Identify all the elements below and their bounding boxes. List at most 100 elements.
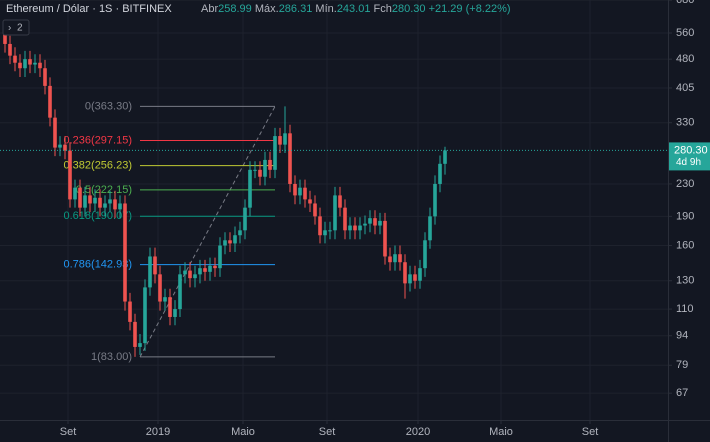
- ohlc-label: Máx.: [255, 3, 279, 15]
- candle-body: [228, 240, 232, 244]
- candle-body: [248, 169, 252, 208]
- y-tick-label: 94: [676, 330, 688, 342]
- candle-body: [193, 274, 197, 279]
- y-tick-label: 110: [676, 303, 694, 315]
- candle-body: [113, 199, 117, 210]
- candle-body: [48, 85, 52, 118]
- candle-body: [38, 62, 42, 69]
- candle-body: [343, 207, 347, 231]
- candle-body: [253, 169, 257, 171]
- y-tick-label: 130: [676, 275, 694, 287]
- candle-body: [363, 223, 367, 226]
- candle-body: [78, 187, 82, 208]
- ohlc-value: 243.01: [337, 3, 371, 15]
- y-tick-label: 67: [676, 387, 688, 399]
- candle-body: [388, 256, 392, 263]
- fib-trend-line[interactable]: [139, 106, 276, 358]
- candle-body: [393, 254, 397, 263]
- indicator-badge: 2: [17, 23, 23, 34]
- candle-body: [303, 187, 307, 200]
- candle-body: [43, 68, 47, 86]
- candle-body: [158, 274, 162, 302]
- candle-body: [23, 59, 27, 69]
- candle-body: [168, 297, 172, 317]
- candle-body: [53, 117, 57, 148]
- candle-body: [133, 321, 137, 347]
- candle-body: [13, 55, 17, 63]
- candle-body: [28, 59, 32, 65]
- candle-body: [338, 195, 342, 208]
- countdown: 4d 9h: [676, 157, 701, 168]
- ohlc-label: Fch: [374, 3, 392, 15]
- candle-body: [258, 169, 262, 177]
- interval: 1S: [99, 3, 112, 15]
- candle-body: [93, 197, 97, 204]
- ohlc-value: +21.29 (+8.22%): [429, 3, 511, 15]
- candle-body: [218, 245, 222, 269]
- candle-body: [413, 274, 417, 281]
- candle-body: [428, 216, 432, 241]
- y-tick-label: 160: [676, 239, 694, 251]
- candle-body: [378, 220, 382, 226]
- x-tick-label: 2019: [146, 426, 170, 438]
- candle-body: [323, 230, 327, 236]
- x-tick-label: Maio: [489, 426, 513, 438]
- candle-body: [358, 225, 362, 231]
- candle-body: [418, 268, 422, 281]
- indicator-toggle[interactable]: › 2: [2, 19, 30, 36]
- candle-body: [118, 203, 122, 210]
- candle-body: [433, 183, 437, 217]
- indicator-chevron: ›: [8, 23, 11, 34]
- candle-body: [8, 43, 12, 56]
- indicator-badge-box[interactable]: [2, 19, 30, 36]
- candle-body: [288, 133, 292, 184]
- symbol-name: Ethereum / Dólar: [6, 3, 89, 15]
- candle-body: [153, 256, 157, 275]
- candle-body: [403, 262, 407, 284]
- candle-body: [268, 159, 272, 170]
- candle-body: [83, 195, 87, 208]
- candle-body: [283, 133, 287, 145]
- candle-body: [178, 274, 182, 310]
- x-tick-label: Set: [582, 426, 599, 438]
- y-tick-label: 405: [676, 82, 694, 94]
- ohlc-value: 286.31: [279, 3, 313, 15]
- price-label: 280.30: [674, 144, 708, 156]
- candle-body: [3, 33, 7, 44]
- fib-level-label: 0.618(190.07): [64, 210, 133, 222]
- candle-body: [373, 218, 377, 226]
- separator: ·: [112, 3, 122, 15]
- candle-body: [198, 268, 202, 275]
- fib-level-label: 1(83.00): [91, 351, 132, 363]
- candle-body: [348, 225, 352, 231]
- candle-body: [273, 136, 277, 170]
- candle-body: [183, 270, 187, 275]
- candle-body: [163, 297, 167, 302]
- candle-body: [233, 235, 237, 244]
- y-tick-label: 680: [676, 0, 694, 6]
- candle-body: [108, 199, 112, 204]
- candle-body: [308, 199, 312, 204]
- candle-body: [368, 218, 372, 224]
- y-tick-label: 560: [676, 27, 694, 39]
- candle-body: [313, 203, 317, 217]
- fib-level-label: 0(363.30): [85, 100, 132, 112]
- candle-body: [333, 195, 337, 231]
- candle-body: [203, 268, 207, 272]
- candle-body: [383, 220, 387, 257]
- candle-body: [128, 301, 132, 322]
- candle-body: [58, 144, 62, 148]
- candle-body: [243, 207, 247, 231]
- y-tick-label: 480: [676, 53, 694, 65]
- candle-body: [223, 240, 227, 246]
- candle-body: [318, 216, 322, 236]
- candle-body: [33, 62, 37, 65]
- x-tick-label: Maio: [231, 426, 255, 438]
- candle-body: [98, 197, 102, 208]
- candle-body: [353, 225, 357, 231]
- candle-body: [148, 256, 152, 288]
- candle-body: [123, 203, 127, 302]
- candle-body: [63, 144, 67, 151]
